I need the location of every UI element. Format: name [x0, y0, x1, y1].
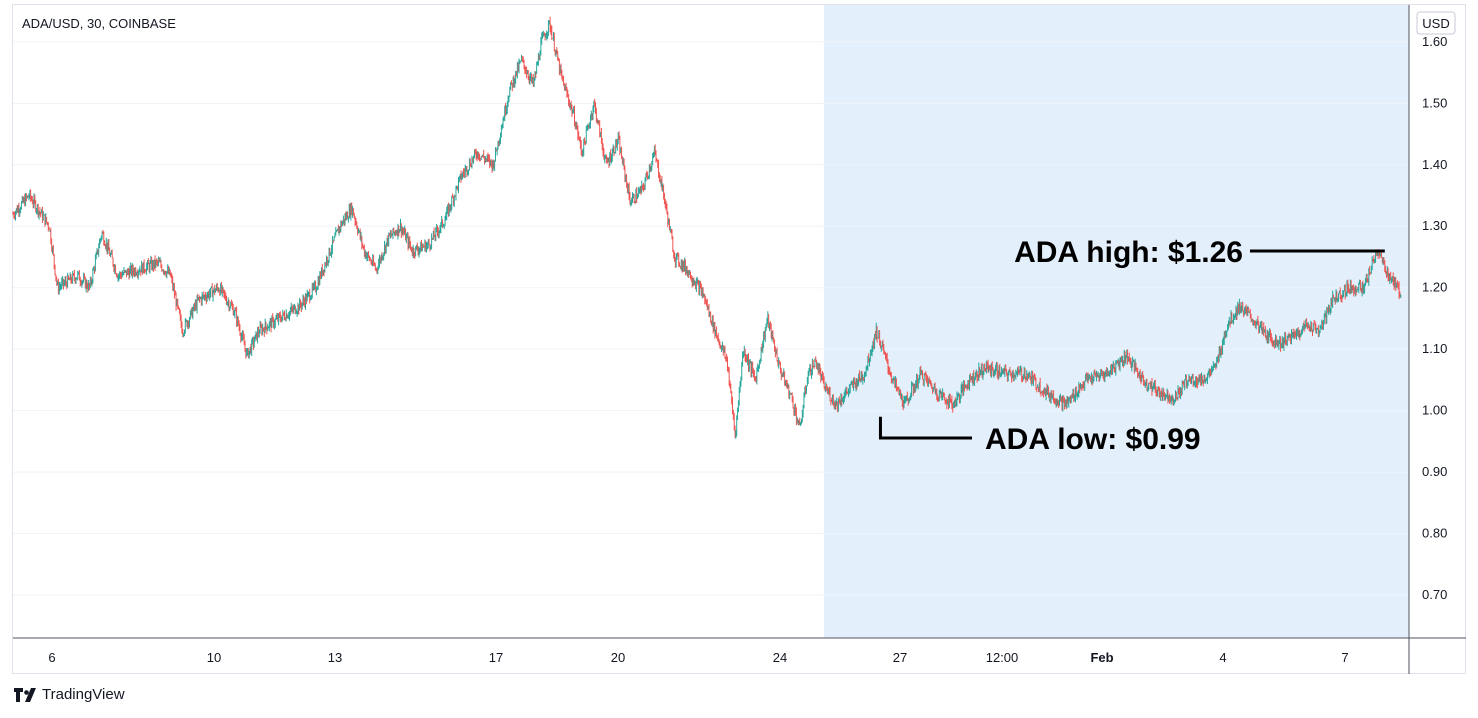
x-tick-label: 6 [48, 650, 55, 665]
y-tick-label: 1.50 [1422, 95, 1447, 110]
x-tick-label: 24 [773, 650, 787, 665]
symbol-title: ADA/USD, 30, COINBASE [22, 16, 176, 31]
currency-label-box [1416, 11, 1456, 35]
brand-label: TradingView [42, 686, 125, 703]
x-tick-label: 13 [328, 650, 342, 665]
y-tick-label: 0.80 [1422, 526, 1447, 541]
x-tick-label: 12:00 [986, 650, 1019, 665]
y-tick-label: 1.60 [1422, 34, 1447, 49]
highlight-region [823, 5, 1409, 638]
y-tick-label: 0.70 [1422, 587, 1447, 602]
tradingview-brand[interactable]: TradingView [14, 686, 125, 703]
x-tick-label: 27 [893, 650, 907, 665]
x-tick-label: 4 [1219, 650, 1226, 665]
x-tick-label: 10 [207, 650, 221, 665]
y-tick-label: 0.90 [1422, 464, 1447, 479]
annotation-high-label: ADA high: $1.26 [1014, 236, 1243, 269]
x-tick-label: 7 [1341, 650, 1348, 665]
x-tick-label: Feb [1090, 650, 1113, 665]
chart-frame [12, 4, 1466, 674]
y-tick-label: 1.20 [1422, 280, 1447, 295]
tradingview-logo-icon [14, 687, 36, 702]
y-tick-label: 1.00 [1422, 403, 1447, 418]
annotation-low-label: ADA low: $0.99 [985, 423, 1201, 456]
y-tick-label: 1.40 [1422, 157, 1447, 172]
y-tick-label: 1.10 [1422, 341, 1447, 356]
annotation-line-low [878, 416, 972, 440]
x-tick-label: 20 [611, 650, 625, 665]
currency-label: USD [1422, 16, 1449, 31]
y-tick-label: 1.30 [1422, 218, 1447, 233]
candles [12, 16, 1402, 439]
x-tick-label: 17 [489, 650, 503, 665]
